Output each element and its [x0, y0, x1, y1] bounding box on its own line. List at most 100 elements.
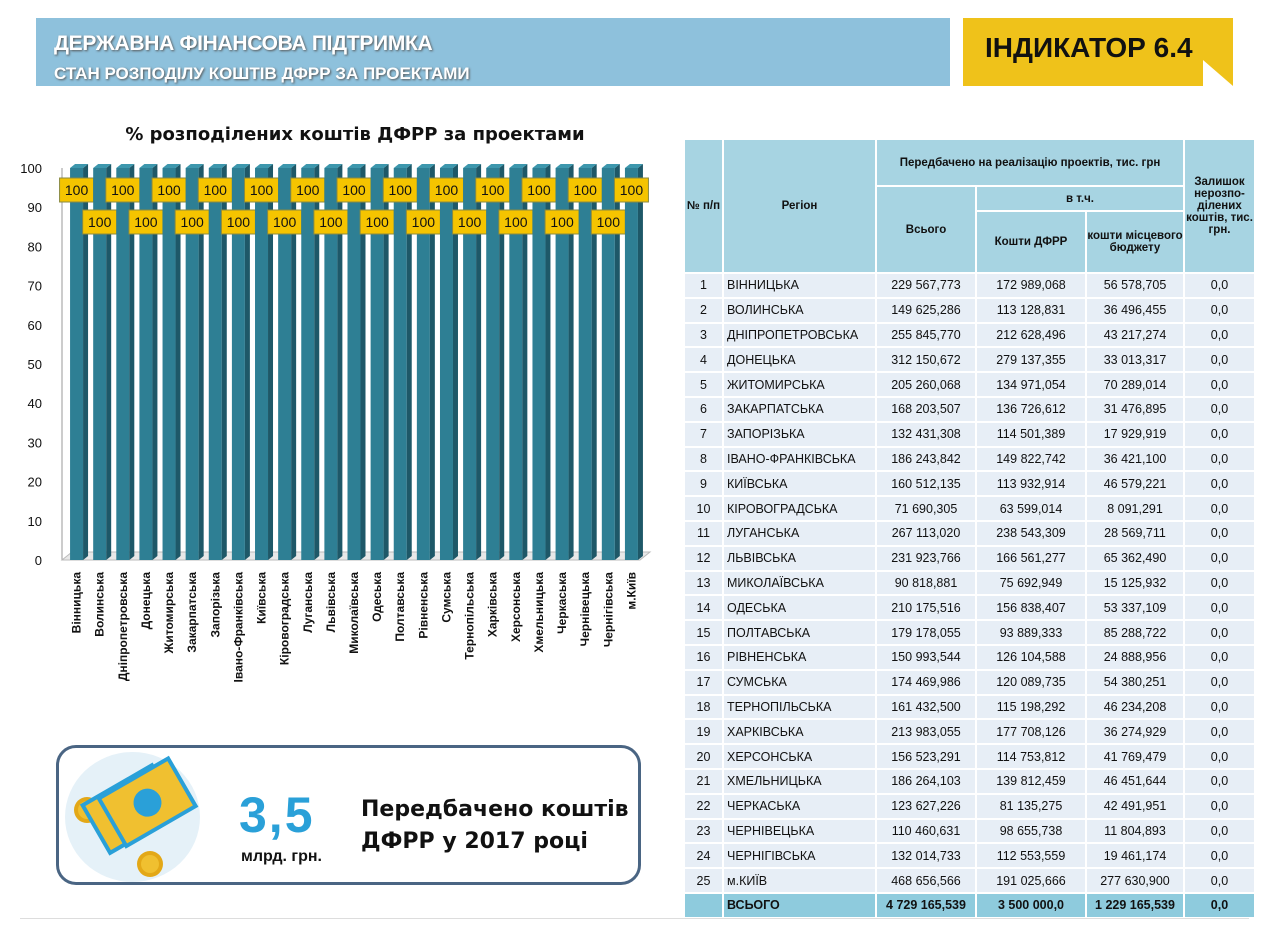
table-cell: 46 451,644: [1087, 769, 1183, 793]
table-row: 17 СУМСЬКА 174 469,986 120 089,735 54 380,25…: [685, 670, 1254, 694]
bar-side: [360, 164, 366, 560]
table-cell: 17 929,919: [1087, 422, 1183, 446]
table-cell: 132 431,308: [877, 422, 975, 446]
bar: [116, 168, 130, 560]
col-dfrr: Кошти ДФРР: [977, 212, 1085, 272]
table-cell: 186 243,842: [877, 447, 975, 471]
table-cell: 2: [685, 298, 722, 322]
table-cell: 205 260,068: [877, 373, 975, 396]
table-row: 21 ХМЕЛЬНИЦЬКА 186 264,103 139 812,459 46 45…: [685, 769, 1254, 793]
bar-top: [439, 164, 458, 168]
table-cell: СУМСЬКА: [724, 670, 875, 694]
table-cell: 0,0: [1185, 720, 1254, 744]
x-tick-label: Чернігівська: [601, 572, 615, 647]
y-tick-label: 40: [28, 396, 42, 411]
table-cell: ЗАКАРПАТСЬКА: [724, 397, 875, 421]
total-cell: [685, 893, 722, 917]
bar: [70, 168, 84, 560]
bar-side: [152, 164, 158, 560]
table-cell: ЧЕРНІВЕЦЬКА: [724, 819, 875, 843]
bar-top: [255, 164, 274, 168]
x-tick-label: Одеська: [370, 572, 384, 622]
table-cell: МИКОЛАЇВСЬКА: [724, 571, 875, 595]
table-cell: 19 461,174: [1087, 844, 1183, 868]
table-cell: 166 561,277: [977, 546, 1085, 570]
data-label-box: [220, 209, 256, 235]
table-cell: 28 569,711: [1087, 521, 1183, 545]
data-label-box: [452, 209, 488, 235]
table-cell: 0,0: [1185, 819, 1254, 843]
table-row: 24 ЧЕРНІГІВСЬКА 132 014,733 112 553,559 19 4…: [685, 844, 1254, 868]
table-cell: 7: [685, 422, 722, 446]
table-cell: 0,0: [1185, 521, 1254, 545]
data-label-box: [428, 177, 464, 203]
x-tick-label: Харківська: [486, 572, 500, 637]
table-cell: 0,0: [1185, 596, 1254, 620]
bar-side: [244, 164, 250, 560]
table-cell: 1: [685, 274, 722, 297]
data-label-box: [128, 209, 164, 235]
col-remain: Залишок нерозпо-ділених коштів, тис. грн…: [1185, 140, 1254, 272]
y-tick-label: 0: [35, 553, 42, 568]
bar-chart: 0102030405060708090100100Вінницька100Вол…: [20, 161, 652, 682]
table-cell: 0,0: [1185, 794, 1254, 818]
data-label: 100: [204, 182, 228, 198]
table-cell: 71 690,305: [877, 497, 975, 520]
table-cell: 0,0: [1185, 298, 1254, 322]
table-row: 18 ТЕРНОПІЛЬСЬКА 161 432,500 115 198,292 46 …: [685, 695, 1254, 719]
table-row: 3 ДНІПРОПЕТРОВСЬКА 255 845,770 212 628,496 4…: [685, 323, 1254, 347]
table-cell: КИЇВСЬКА: [724, 472, 875, 496]
table-cell: 8: [685, 447, 722, 471]
table-cell: 267 113,020: [877, 521, 975, 545]
table-cell: 0,0: [1185, 422, 1254, 446]
x-tick-label: Житомирська: [162, 572, 176, 655]
table-cell: 23: [685, 819, 722, 843]
bar-side: [291, 164, 297, 560]
bar: [278, 168, 292, 560]
table-cell: 0,0: [1185, 373, 1254, 396]
table-cell: ЧЕРНІГІВСЬКА: [724, 844, 875, 868]
bar-side: [614, 164, 620, 560]
table-cell: 0,0: [1185, 670, 1254, 694]
table-row: 23 ЧЕРНІВЕЦЬКА 110 460,631 98 655,738 11 804…: [685, 819, 1254, 843]
x-tick-label: Черкаська: [555, 572, 569, 634]
bar-side: [198, 164, 204, 560]
table-cell: 36 274,929: [1087, 720, 1183, 744]
card-line-2: ДФРР у 2017 році: [361, 829, 588, 854]
x-tick-label: Тернопільська: [463, 572, 477, 660]
data-label: 100: [88, 214, 112, 230]
bar: [162, 168, 176, 560]
data-label: 100: [296, 182, 320, 198]
data-label: 100: [250, 182, 274, 198]
table-cell: 65 362,490: [1087, 546, 1183, 570]
header-banner: ДЕРЖАВНА ФІНАНСОВА ПІДТРИМКА СТАН РОЗПОД…: [36, 18, 950, 86]
bar: [509, 168, 523, 560]
bar-side: [129, 164, 135, 560]
bar-side: [406, 164, 412, 560]
total-cell: 3 500 000,0: [977, 893, 1085, 917]
table-cell: 0,0: [1185, 695, 1254, 719]
bar-top: [93, 164, 112, 168]
table-cell: 22: [685, 794, 722, 818]
table-cell: 186 264,103: [877, 769, 975, 793]
bar-top: [324, 164, 343, 168]
data-label-box: [174, 209, 210, 235]
bar: [324, 168, 338, 560]
x-tick-label: Львівська: [324, 572, 338, 633]
bar-top: [509, 164, 528, 168]
col-planned: Передбачено на реалізацію проектів, тис.…: [877, 140, 1183, 185]
table-cell: 174 469,986: [877, 670, 975, 694]
data-label: 100: [111, 182, 135, 198]
bar-side: [83, 164, 89, 560]
table-cell: 15 125,932: [1087, 571, 1183, 595]
table-cell: 120 089,735: [977, 670, 1085, 694]
table-cell: 168 203,507: [877, 397, 975, 421]
data-label-box: [244, 177, 280, 203]
data-label: 100: [65, 182, 89, 198]
bar-top: [416, 164, 435, 168]
table-cell: ТЕРНОПІЛЬСЬКА: [724, 695, 875, 719]
table-cell: 19: [685, 720, 722, 744]
bar-top: [555, 164, 574, 168]
table-cell: 0,0: [1185, 844, 1254, 868]
bar-side: [429, 164, 435, 560]
